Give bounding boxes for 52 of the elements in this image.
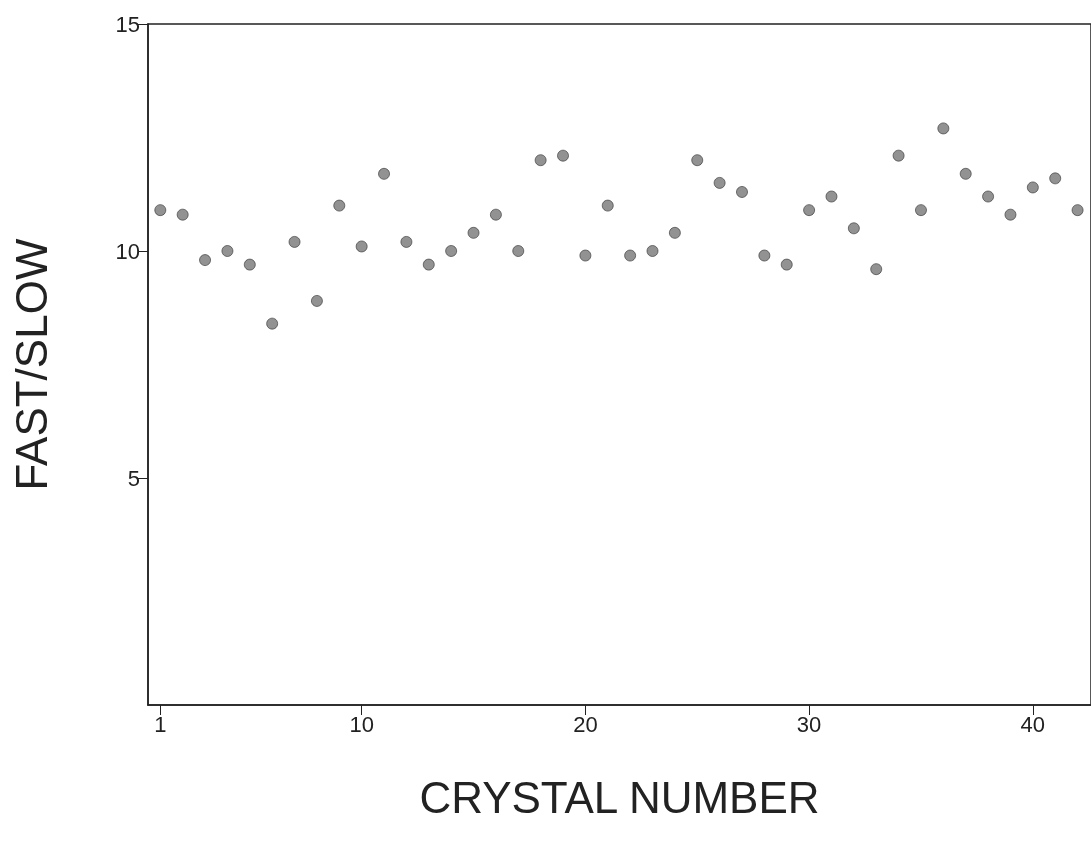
point: [579, 249, 592, 262]
point: [736, 186, 748, 198]
point: [221, 245, 234, 257]
point: [288, 236, 301, 248]
point: [982, 190, 994, 203]
point: [870, 263, 883, 276]
point: [378, 167, 390, 180]
point: [937, 122, 950, 135]
point: [534, 154, 547, 167]
point: [713, 177, 726, 189]
y-tick-label: 5: [127, 465, 140, 491]
point: [176, 208, 189, 221]
point: [445, 245, 458, 257]
point: [825, 190, 838, 203]
point: [847, 222, 860, 235]
x-axis-title: CRYSTAL NUMBER: [419, 772, 820, 822]
point: [400, 236, 413, 248]
point: [311, 295, 323, 307]
point: [780, 258, 793, 271]
point: [601, 199, 614, 212]
point: [355, 240, 368, 253]
point: [892, 149, 905, 162]
point: [915, 204, 927, 217]
point: [1026, 181, 1039, 194]
point: [490, 208, 502, 221]
point: [422, 258, 435, 271]
y-tick-label: 15: [115, 11, 140, 37]
point: [758, 249, 771, 262]
y-axis-title: FAST/SLOW: [6, 238, 56, 491]
point: [668, 226, 681, 239]
point: [333, 199, 346, 212]
y-tick-label: 10: [115, 238, 140, 264]
point: [691, 154, 704, 167]
point: [1004, 208, 1017, 221]
point: [512, 245, 525, 257]
x-tick-label: 1: [154, 711, 167, 737]
point: [557, 149, 569, 162]
point: [467, 226, 480, 239]
point: [199, 254, 211, 266]
point: [803, 204, 816, 217]
point: [1049, 172, 1062, 185]
point: [243, 258, 256, 271]
x-tick-label: 20: [573, 711, 598, 737]
x-tick-label: 30: [796, 711, 822, 737]
point: [1071, 204, 1084, 217]
point: [266, 317, 279, 330]
point: [624, 249, 637, 262]
point: [154, 204, 167, 217]
x-tick-label: 40: [1020, 711, 1046, 737]
point: [959, 167, 972, 180]
x-tick-label: 10: [349, 711, 374, 737]
point: [646, 245, 659, 257]
